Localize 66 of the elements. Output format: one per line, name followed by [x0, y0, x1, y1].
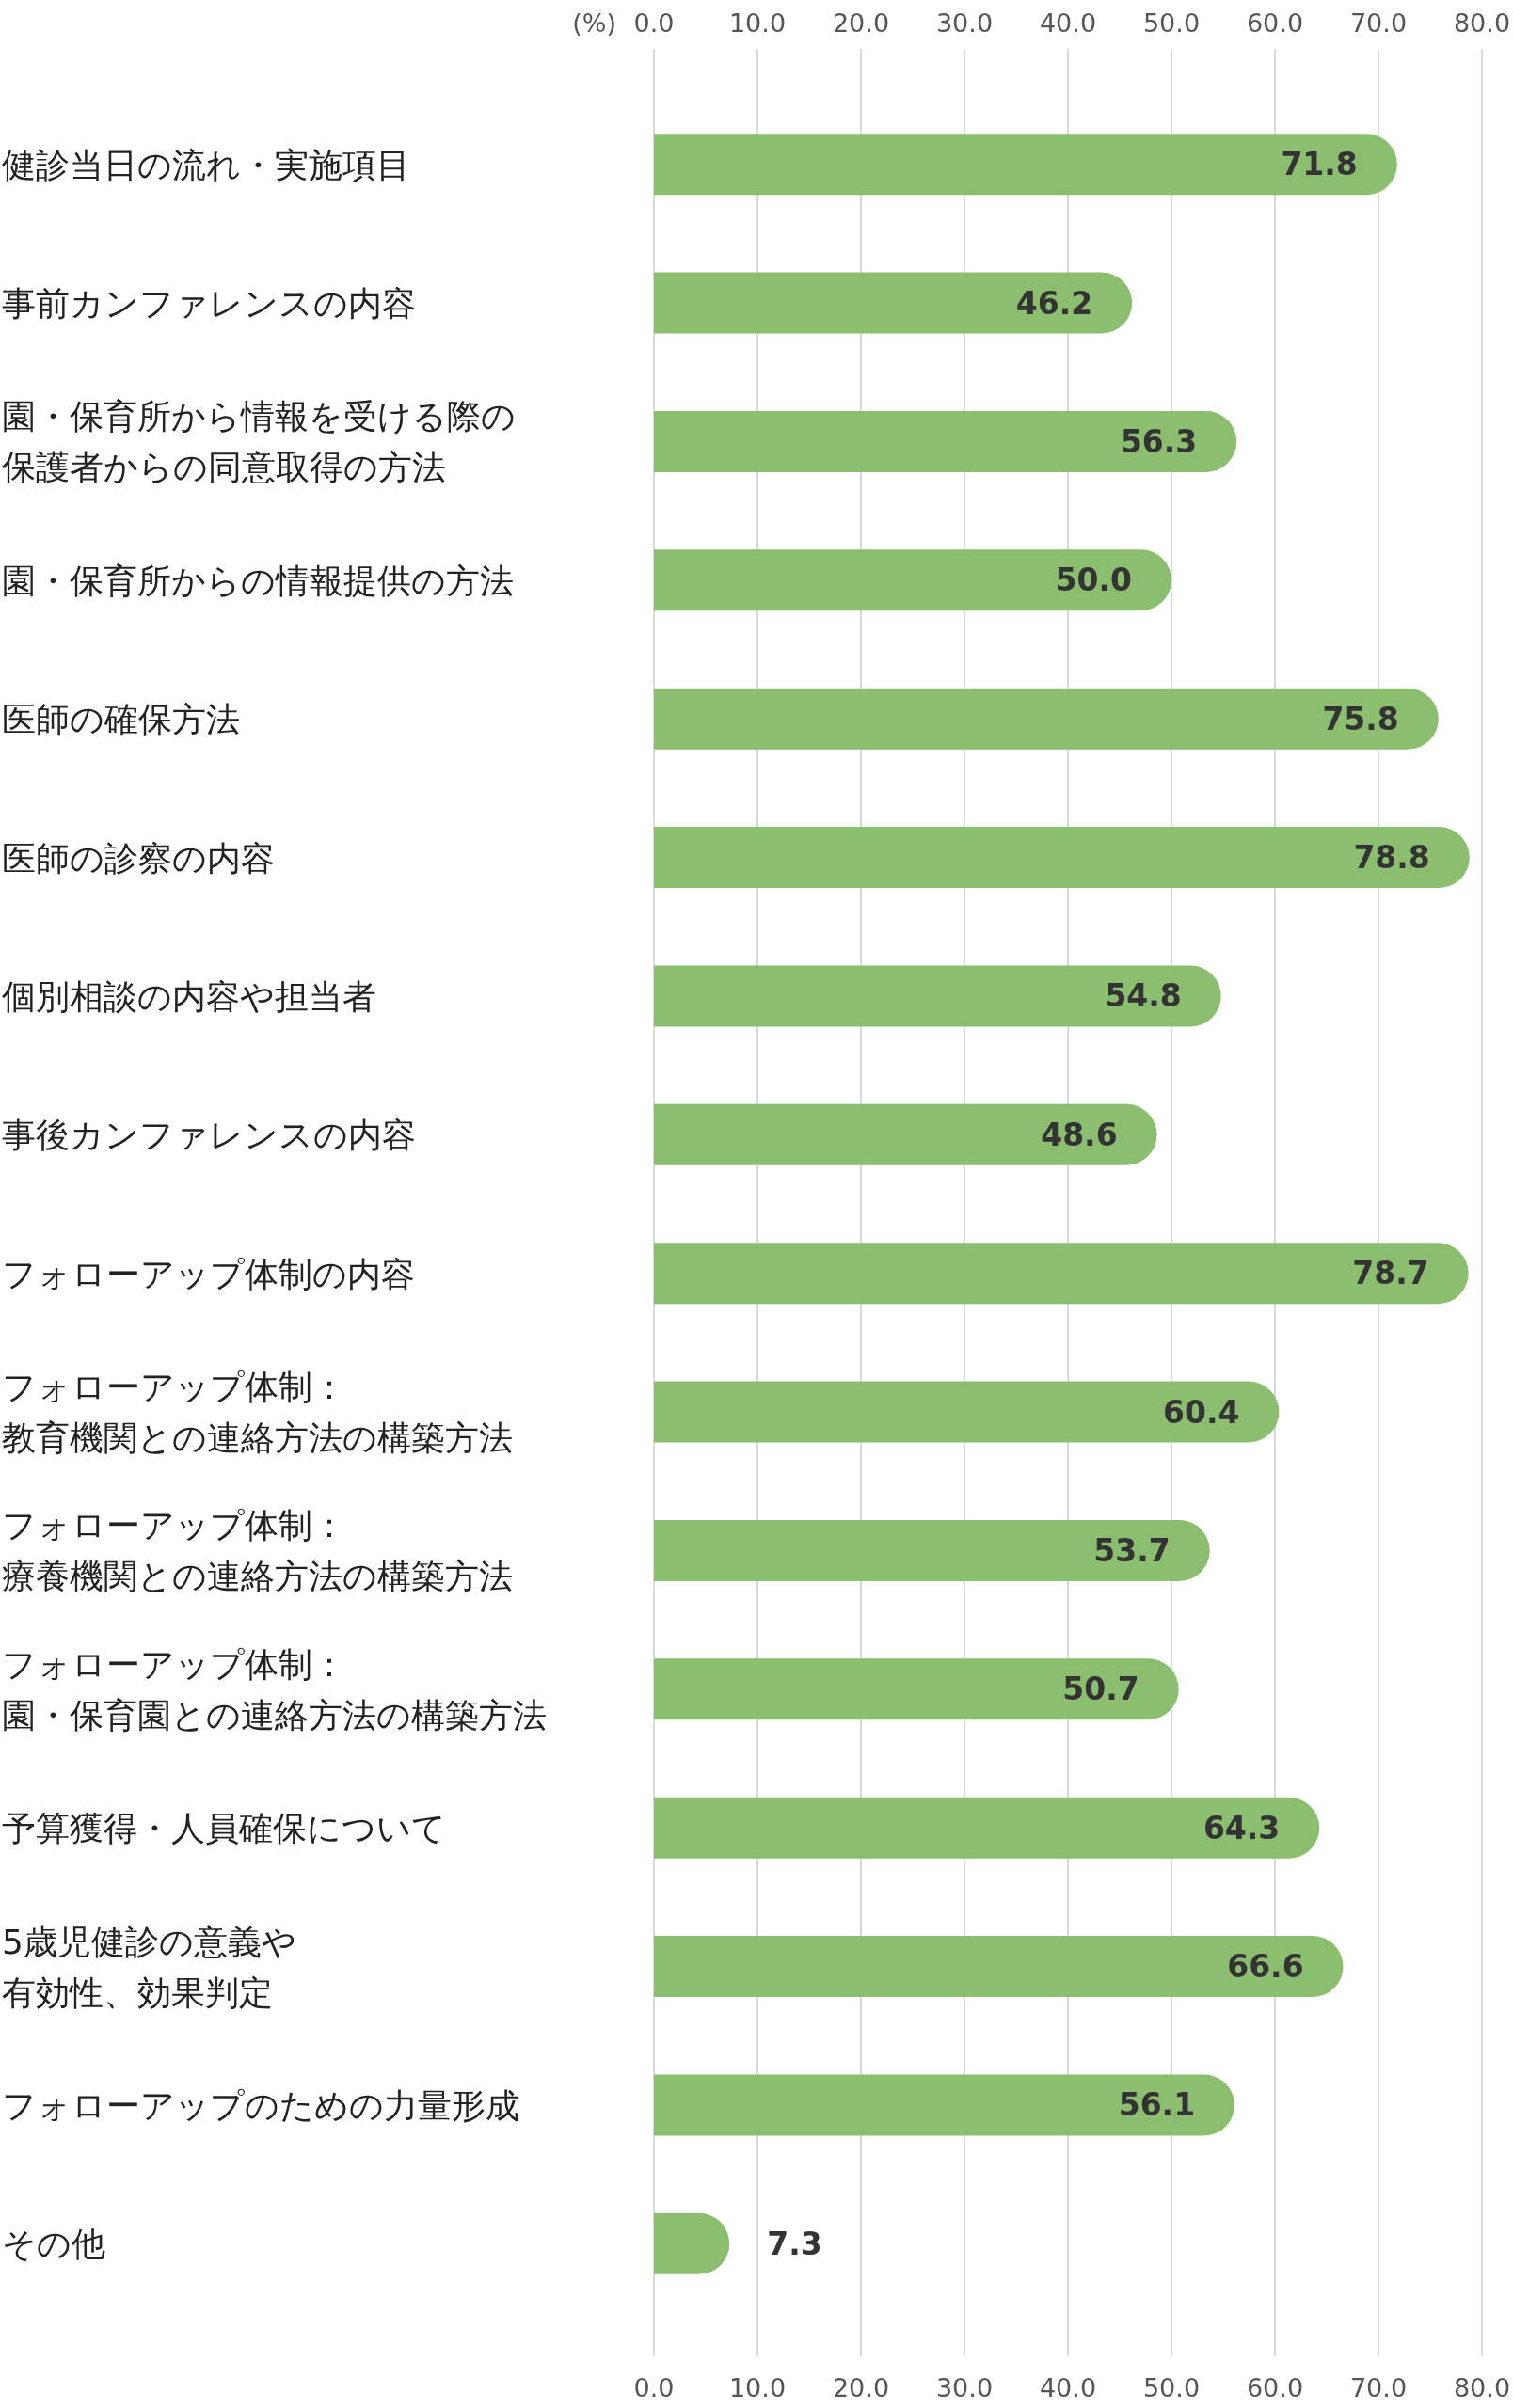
bar: [654, 688, 1439, 750]
bar: [654, 1658, 1179, 1720]
data-label: 56.1: [1118, 2086, 1196, 2124]
bar: [654, 1381, 1280, 1443]
bar: [654, 549, 1171, 611]
bar: [654, 2074, 1235, 2136]
bar: [654, 1797, 1320, 1859]
data-label: 7.3: [767, 2225, 822, 2262]
x-tick-label: 40.0: [1039, 8, 1097, 38]
x-axis-title: (%): [572, 8, 616, 38]
x2-tick-label: 70.0: [1349, 2373, 1408, 2402]
data-label: 54.8: [1105, 977, 1182, 1015]
y-tick-label: 事後カンファレンスの内容: [2, 1115, 416, 1154]
bar: [654, 410, 1237, 472]
data-label: 50.7: [1062, 1671, 1139, 1708]
x-tick-label: 50.0: [1142, 8, 1201, 38]
x2-tick-label: 0.0: [633, 2373, 675, 2402]
x2-tick-label: 80.0: [1453, 2373, 1511, 2402]
y-tick-label: 園・保育所からの情報提供の方法: [2, 561, 514, 600]
data-label: 46.2: [1015, 284, 1093, 322]
x-tick-label: 20.0: [832, 8, 890, 38]
bar: [654, 1243, 1469, 1305]
bar: [654, 965, 1221, 1027]
bar: [654, 134, 1397, 196]
data-label: 48.6: [1041, 1116, 1118, 1153]
x2-tick-label: 30.0: [935, 2373, 994, 2402]
data-label: 71.8: [1281, 146, 1358, 183]
x-tick-label: 80.0: [1453, 8, 1511, 38]
data-label: 78.8: [1353, 839, 1430, 877]
data-label: 50.0: [1055, 562, 1132, 599]
y-tick-label: 医師の診察の内容: [2, 838, 275, 878]
data-label: 56.3: [1120, 422, 1198, 460]
data-label: 64.3: [1202, 1809, 1281, 1846]
y-tick-label: 医師の確保方法: [2, 699, 240, 738]
data-label: 75.8: [1322, 700, 1399, 737]
y-tick-label: 事前カンファレンスの内容: [2, 283, 416, 323]
data-label: 78.7: [1352, 1255, 1429, 1292]
data-label: 53.7: [1093, 1531, 1171, 1569]
y-tick-label: フォローアップ体制：療養機関との連絡方法の構築方法: [2, 1505, 513, 1595]
data-label: 66.6: [1227, 1948, 1304, 1986]
y-tick-label: 健診当日の流れ・実施項目: [2, 145, 410, 184]
y-tick-label: フォローアップのための力量形成: [2, 2085, 519, 2125]
x-tick-label: 30.0: [935, 8, 994, 38]
bar: [654, 272, 1133, 334]
x2-tick-label: 10.0: [728, 2373, 787, 2402]
bar: [654, 1936, 1344, 1998]
x2-tick-label: 40.0: [1039, 2373, 1097, 2402]
y-tick-label: フォローアップ体制の内容: [2, 1254, 415, 1293]
x2-tick-label: 20.0: [832, 2373, 890, 2402]
y-tick-label: フォローアップ体制：園・保育園との連絡方法の構築方法: [2, 1644, 547, 1735]
x2-tick-label: 60.0: [1246, 2373, 1304, 2402]
y-tick-label: 予算獲得・人員確保について: [2, 1808, 446, 1847]
bar: [654, 1103, 1157, 1165]
y-tick-label: 個別相談の内容や担当者: [2, 976, 376, 1016]
y-tick-label: 園・保育所から情報を受ける際の保護者からの同意取得の方法: [2, 396, 516, 486]
bar: [654, 1519, 1210, 1581]
y-tick-label: その他: [2, 2224, 105, 2263]
x2-tick-label: 50.0: [1142, 2373, 1201, 2402]
x-tick-label: 0.0: [633, 8, 675, 38]
x-tick-label: 60.0: [1246, 8, 1304, 38]
y-tick-label: フォローアップ体制：教育機関との連絡方法の構築方法: [2, 1367, 513, 1457]
data-label: 60.4: [1162, 1393, 1240, 1431]
bar: [654, 827, 1470, 889]
x-tick-label: 70.0: [1349, 8, 1408, 38]
y-tick-label: 5歳児健診の意義や有効性、効果判定: [2, 1922, 296, 2012]
x-tick-label: 10.0: [728, 8, 787, 38]
